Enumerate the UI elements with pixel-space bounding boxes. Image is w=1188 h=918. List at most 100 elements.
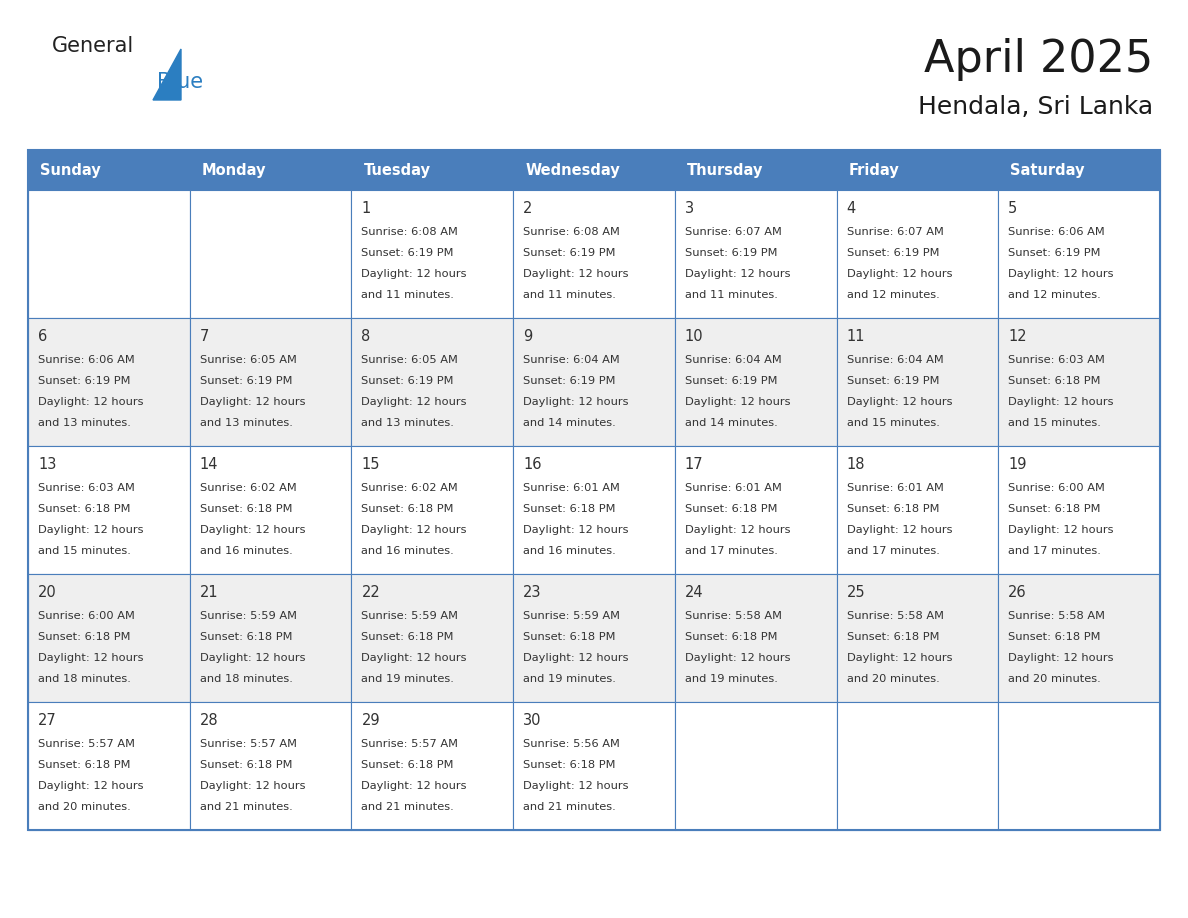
Text: Daylight: 12 hours: Daylight: 12 hours	[361, 653, 467, 663]
Text: and 18 minutes.: and 18 minutes.	[200, 674, 292, 684]
Text: Sunrise: 6:08 AM: Sunrise: 6:08 AM	[523, 227, 620, 237]
Text: Sunrise: 6:04 AM: Sunrise: 6:04 AM	[684, 355, 782, 365]
Text: Sunset: 6:18 PM: Sunset: 6:18 PM	[523, 760, 615, 770]
Text: 6: 6	[38, 329, 48, 344]
Text: Daylight: 12 hours: Daylight: 12 hours	[523, 525, 628, 535]
Text: 2: 2	[523, 201, 532, 216]
Text: Daylight: 12 hours: Daylight: 12 hours	[200, 653, 305, 663]
Text: Sunrise: 6:06 AM: Sunrise: 6:06 AM	[38, 355, 134, 365]
Bar	[675, 150, 836, 190]
Text: Daylight: 12 hours: Daylight: 12 hours	[38, 397, 144, 407]
Text: Sunrise: 6:06 AM: Sunrise: 6:06 AM	[1009, 227, 1105, 237]
Text: Sunrise: 6:01 AM: Sunrise: 6:01 AM	[847, 483, 943, 493]
Text: Sunrise: 5:58 AM: Sunrise: 5:58 AM	[1009, 611, 1105, 621]
Text: Daylight: 12 hours: Daylight: 12 hours	[38, 653, 144, 663]
Text: and 16 minutes.: and 16 minutes.	[361, 546, 454, 556]
Text: Daylight: 12 hours: Daylight: 12 hours	[1009, 525, 1114, 535]
Text: Sunrise: 5:59 AM: Sunrise: 5:59 AM	[200, 611, 297, 621]
Text: Sunrise: 5:58 AM: Sunrise: 5:58 AM	[684, 611, 782, 621]
Text: 19: 19	[1009, 457, 1026, 472]
Text: and 14 minutes.: and 14 minutes.	[684, 418, 778, 428]
Text: Daylight: 12 hours: Daylight: 12 hours	[847, 397, 952, 407]
Text: 22: 22	[361, 585, 380, 600]
Text: Sunday: Sunday	[40, 162, 101, 177]
Bar	[675, 318, 836, 446]
Text: Sunset: 6:19 PM: Sunset: 6:19 PM	[684, 248, 777, 258]
Text: Daylight: 12 hours: Daylight: 12 hours	[523, 653, 628, 663]
Text: Daylight: 12 hours: Daylight: 12 hours	[1009, 653, 1114, 663]
Text: and 20 minutes.: and 20 minutes.	[1009, 674, 1101, 684]
Bar	[836, 190, 998, 318]
Text: Daylight: 12 hours: Daylight: 12 hours	[361, 397, 467, 407]
Text: Sunset: 6:18 PM: Sunset: 6:18 PM	[361, 760, 454, 770]
Text: and 16 minutes.: and 16 minutes.	[200, 546, 292, 556]
Text: and 19 minutes.: and 19 minutes.	[523, 674, 617, 684]
Text: 24: 24	[684, 585, 703, 600]
Text: Sunrise: 6:08 AM: Sunrise: 6:08 AM	[361, 227, 459, 237]
Text: Sunset: 6:18 PM: Sunset: 6:18 PM	[847, 632, 939, 642]
Text: and 16 minutes.: and 16 minutes.	[523, 546, 615, 556]
Polygon shape	[153, 49, 181, 100]
Text: Daylight: 12 hours: Daylight: 12 hours	[200, 525, 305, 535]
Text: 1: 1	[361, 201, 371, 216]
Text: Sunrise: 5:59 AM: Sunrise: 5:59 AM	[523, 611, 620, 621]
Text: Sunset: 6:18 PM: Sunset: 6:18 PM	[1009, 376, 1101, 386]
Bar	[29, 190, 190, 318]
Bar	[190, 150, 352, 190]
Text: Sunrise: 6:02 AM: Sunrise: 6:02 AM	[361, 483, 459, 493]
Text: Sunrise: 6:00 AM: Sunrise: 6:00 AM	[1009, 483, 1105, 493]
Text: Sunrise: 5:59 AM: Sunrise: 5:59 AM	[361, 611, 459, 621]
Text: and 13 minutes.: and 13 minutes.	[361, 418, 454, 428]
Text: 8: 8	[361, 329, 371, 344]
Bar	[513, 446, 675, 574]
Text: and 11 minutes.: and 11 minutes.	[684, 290, 778, 300]
Bar	[836, 318, 998, 446]
Text: and 21 minutes.: and 21 minutes.	[523, 802, 615, 812]
Text: Sunset: 6:18 PM: Sunset: 6:18 PM	[523, 504, 615, 514]
Text: and 20 minutes.: and 20 minutes.	[38, 802, 131, 812]
Bar	[352, 190, 513, 318]
Text: Sunset: 6:18 PM: Sunset: 6:18 PM	[200, 504, 292, 514]
Bar	[29, 574, 190, 702]
Text: 30: 30	[523, 713, 542, 728]
Text: Sunrise: 6:03 AM: Sunrise: 6:03 AM	[1009, 355, 1105, 365]
Text: Sunrise: 6:01 AM: Sunrise: 6:01 AM	[523, 483, 620, 493]
Bar	[998, 318, 1159, 446]
Text: Sunset: 6:19 PM: Sunset: 6:19 PM	[847, 248, 939, 258]
Text: Monday: Monday	[202, 162, 266, 177]
Text: and 17 minutes.: and 17 minutes.	[684, 546, 778, 556]
Text: Sunset: 6:19 PM: Sunset: 6:19 PM	[38, 376, 131, 386]
Bar	[836, 574, 998, 702]
Text: 11: 11	[847, 329, 865, 344]
Text: 3: 3	[684, 201, 694, 216]
Bar	[29, 318, 190, 446]
Text: Daylight: 12 hours: Daylight: 12 hours	[200, 397, 305, 407]
Bar	[352, 702, 513, 830]
Text: Daylight: 12 hours: Daylight: 12 hours	[684, 397, 790, 407]
Text: 13: 13	[38, 457, 56, 472]
Text: Blue: Blue	[157, 72, 203, 92]
Bar	[675, 446, 836, 574]
Text: 4: 4	[847, 201, 855, 216]
Text: 5: 5	[1009, 201, 1018, 216]
Text: Sunrise: 5:56 AM: Sunrise: 5:56 AM	[523, 739, 620, 749]
Text: 20: 20	[38, 585, 57, 600]
Text: Sunset: 6:18 PM: Sunset: 6:18 PM	[200, 760, 292, 770]
Text: Sunset: 6:19 PM: Sunset: 6:19 PM	[200, 376, 292, 386]
Text: 18: 18	[847, 457, 865, 472]
Bar	[190, 190, 352, 318]
Bar	[190, 446, 352, 574]
Text: 28: 28	[200, 713, 219, 728]
Text: 21: 21	[200, 585, 219, 600]
Text: Daylight: 12 hours: Daylight: 12 hours	[684, 525, 790, 535]
Text: Daylight: 12 hours: Daylight: 12 hours	[523, 397, 628, 407]
Text: Sunset: 6:18 PM: Sunset: 6:18 PM	[684, 504, 777, 514]
Text: Sunrise: 6:07 AM: Sunrise: 6:07 AM	[847, 227, 943, 237]
Text: Saturday: Saturday	[1010, 162, 1085, 177]
Bar	[998, 446, 1159, 574]
Text: 7: 7	[200, 329, 209, 344]
Bar	[190, 318, 352, 446]
Text: 12: 12	[1009, 329, 1026, 344]
Text: and 11 minutes.: and 11 minutes.	[523, 290, 617, 300]
Text: Sunset: 6:19 PM: Sunset: 6:19 PM	[523, 248, 615, 258]
